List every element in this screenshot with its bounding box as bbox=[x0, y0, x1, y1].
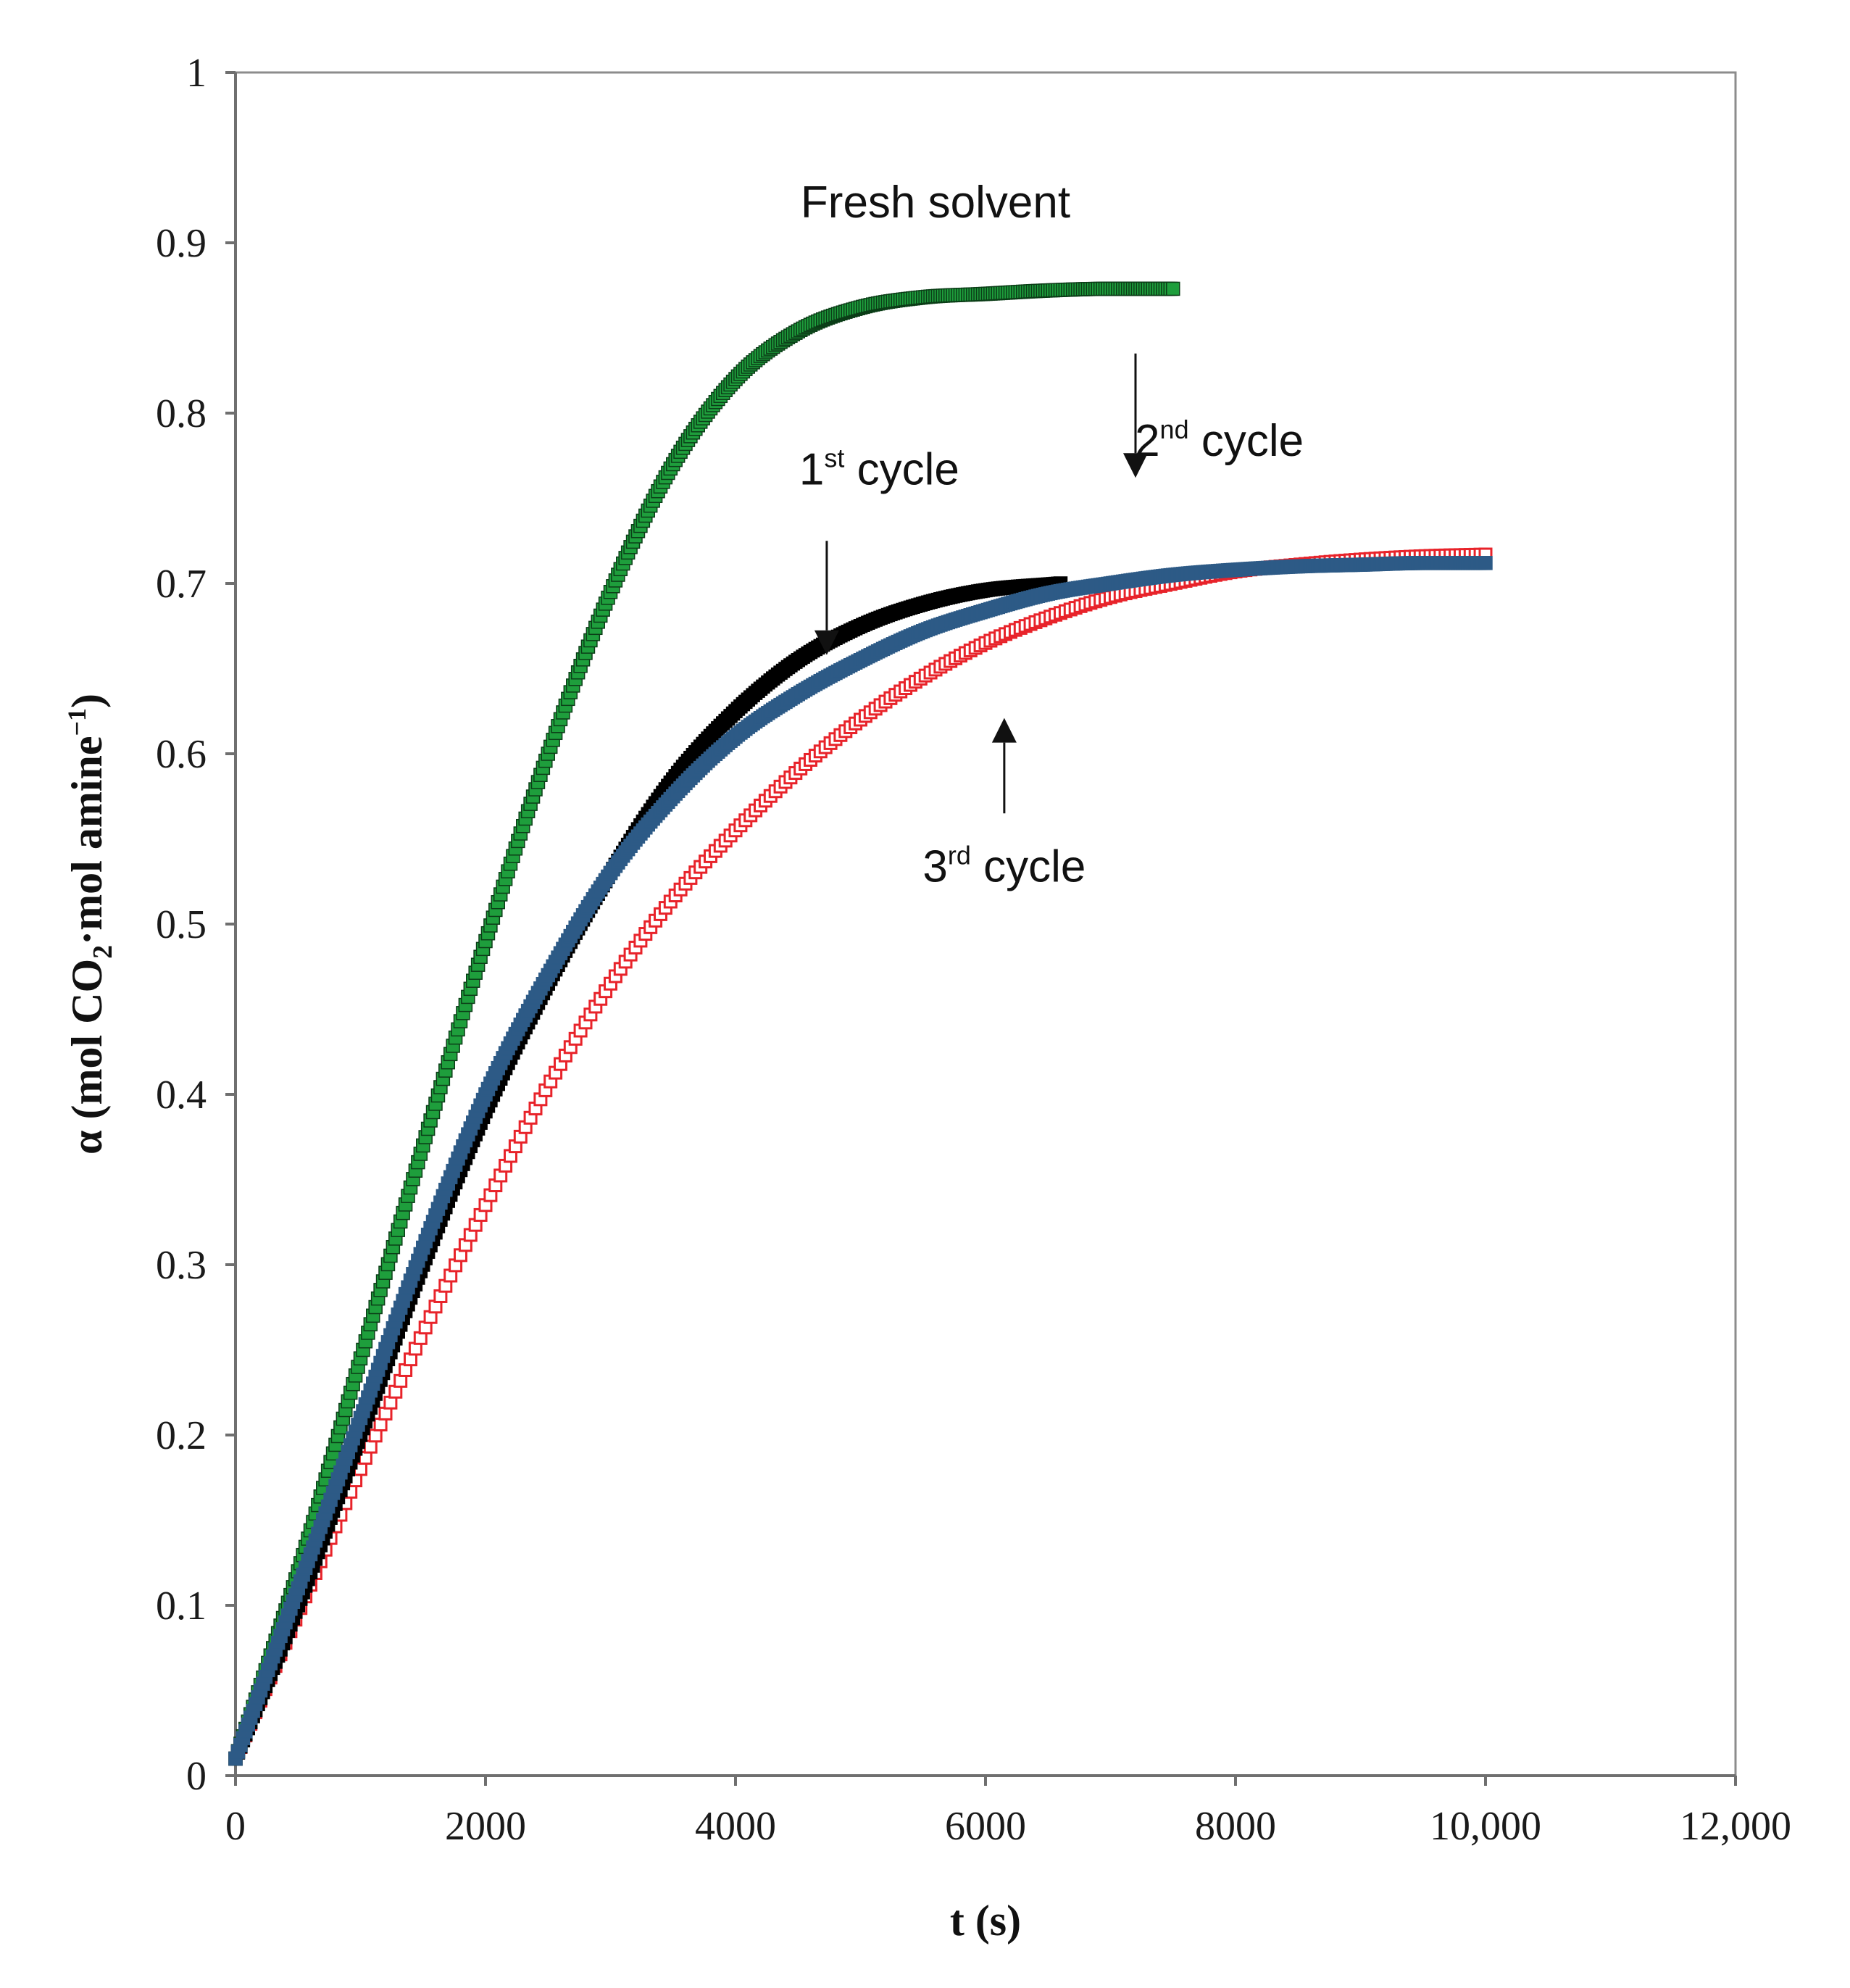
y-tick-label: 0.5 bbox=[156, 902, 207, 947]
data-point bbox=[373, 1418, 388, 1432]
annotation-arrow-head bbox=[814, 630, 839, 655]
data-point bbox=[368, 1428, 383, 1443]
y-tick-label: 1 bbox=[186, 51, 207, 96]
annotation-sup: st bbox=[824, 444, 844, 473]
y-tick-label: 0.7 bbox=[156, 562, 207, 607]
y-tick-label: 0.2 bbox=[156, 1413, 207, 1458]
y-tick-label: 0.9 bbox=[156, 221, 207, 266]
series-layer bbox=[228, 281, 1493, 1766]
y-ticks: 0 0.1 0.2 0.3 0.4 0.5 0.6 0.7 0.8 0.9 1 bbox=[156, 51, 236, 1799]
data-point bbox=[1166, 281, 1180, 296]
x-axis-title: t (s) bbox=[950, 1897, 1021, 1945]
x-tick-label: 0 bbox=[225, 1804, 246, 1849]
annotation-text: Fresh solvent bbox=[801, 178, 1070, 228]
annotation-label: 3rd cycle bbox=[922, 840, 1086, 891]
x-ticks: 0 2000 4000 6000 8000 10,000 12,000 bbox=[225, 1776, 1791, 1849]
y-axis-title-sub: 2 bbox=[88, 945, 118, 959]
annotation-1: 1st cycle bbox=[799, 444, 959, 655]
series-0 bbox=[228, 281, 1180, 1766]
x-tick-label: 2000 bbox=[445, 1804, 526, 1849]
y-axis-title-pre: α (mol CO bbox=[63, 959, 111, 1155]
annotation-arrow-head bbox=[1123, 453, 1148, 478]
x-tick-label: 10,000 bbox=[1430, 1804, 1541, 1849]
x-tick-label: 6000 bbox=[945, 1804, 1026, 1849]
annotation-after: cycle bbox=[971, 841, 1086, 891]
y-tick-label: 0.3 bbox=[156, 1243, 207, 1288]
axes: 0 2000 4000 6000 8000 10,000 12,000 0 0.1 0.2 0.3… bbox=[156, 51, 1791, 1849]
y-tick-label: 0.1 bbox=[156, 1584, 207, 1629]
y-axis-title-mid: ·mol amine bbox=[63, 736, 111, 945]
annotation-2: 2nd cycle bbox=[1123, 353, 1304, 478]
annotation-3: 3rd cycle bbox=[922, 718, 1086, 891]
annotation-sup: rd bbox=[948, 840, 971, 870]
annotation-arrow-head bbox=[991, 718, 1017, 743]
annotation-text: 1 bbox=[799, 445, 824, 495]
series-2 bbox=[228, 556, 1493, 1766]
annotation-after: cycle bbox=[1189, 416, 1304, 466]
annotation-label: 1st cycle bbox=[799, 444, 959, 495]
y-tick-label: 0.4 bbox=[156, 1073, 207, 1118]
data-point bbox=[1478, 556, 1493, 570]
y-tick-label: 0.8 bbox=[156, 391, 207, 436]
annotation-sup: nd bbox=[1160, 415, 1189, 444]
y-axis-title-post: ) bbox=[63, 694, 111, 708]
annotation-text: 3 bbox=[922, 841, 947, 891]
annotation-label: Fresh solvent bbox=[801, 178, 1070, 228]
x-tick-label: 4000 bbox=[695, 1804, 776, 1849]
x-tick-label: 12,000 bbox=[1680, 1804, 1791, 1849]
y-tick-label: 0 bbox=[186, 1754, 207, 1799]
y-axis-title: α (mol CO2·mol amine−1) bbox=[62, 694, 118, 1155]
annotation-0: Fresh solvent bbox=[801, 178, 1070, 228]
data-point bbox=[363, 1439, 378, 1454]
x-tick-label: 8000 bbox=[1195, 1804, 1276, 1849]
y-tick-label: 0.6 bbox=[156, 732, 207, 777]
annotation-after: cycle bbox=[844, 445, 959, 495]
y-axis-title-sup: −1 bbox=[62, 708, 91, 736]
